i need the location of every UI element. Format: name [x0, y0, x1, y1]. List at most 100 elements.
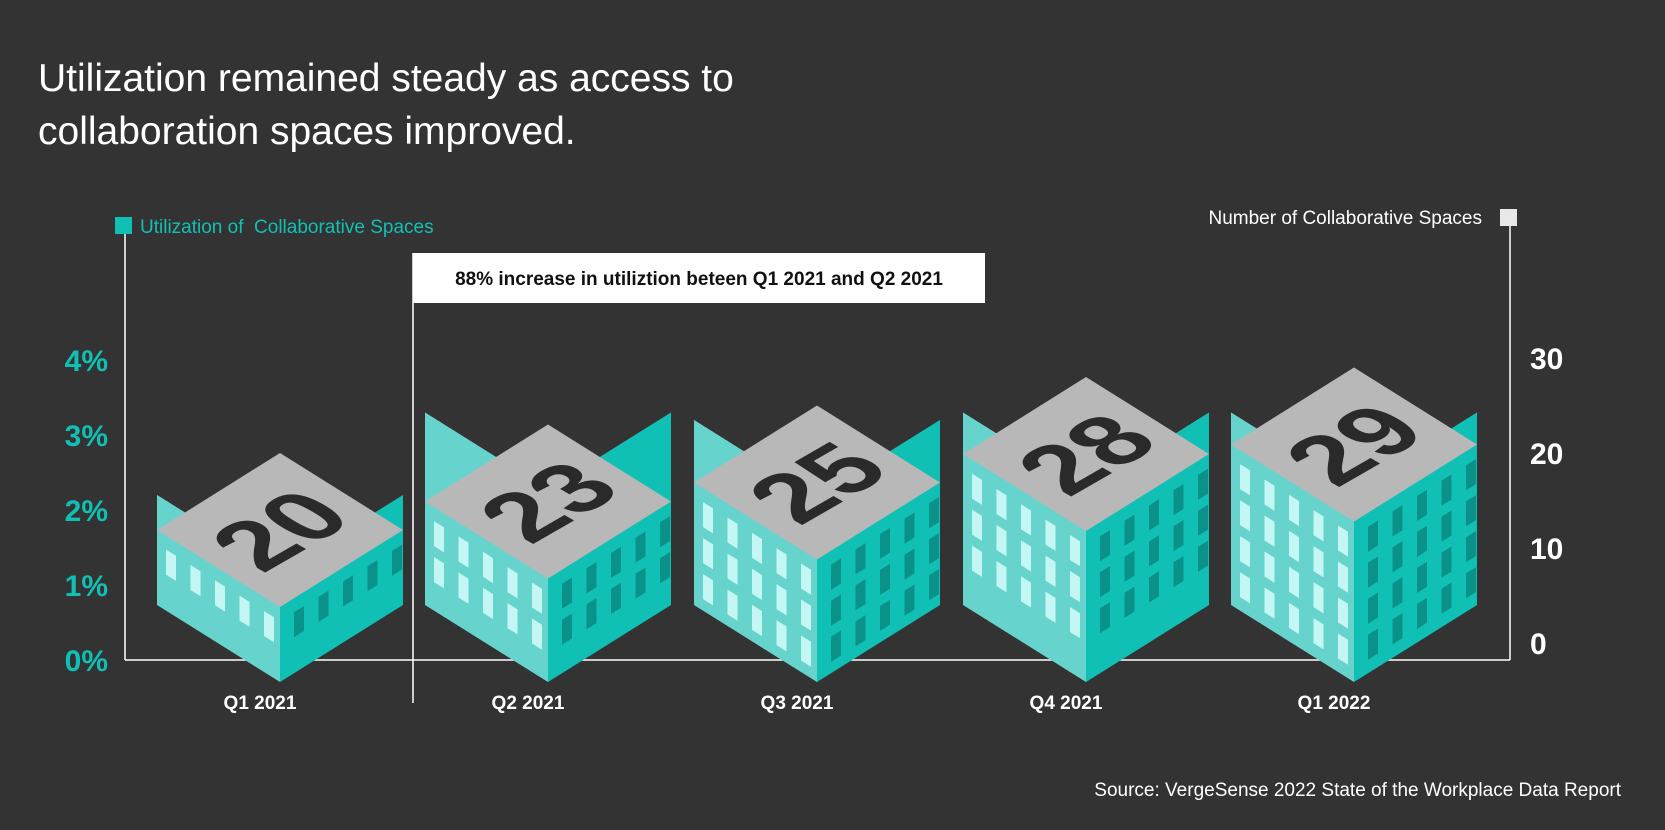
- legend-spaces-swatch: [1500, 209, 1517, 226]
- category-label: Q2 2021: [492, 693, 565, 714]
- building-window: [1021, 540, 1031, 572]
- building-window: [1392, 505, 1403, 537]
- building-window: [434, 557, 444, 589]
- building-window: [996, 524, 1007, 557]
- building-window: [972, 509, 982, 541]
- building-window: [727, 589, 738, 621]
- building-window: [1264, 479, 1275, 511]
- page-title: Utilization remained steady as access to…: [38, 57, 734, 153]
- building-window: [776, 548, 787, 580]
- building-window: [1338, 597, 1348, 629]
- building-window: [1368, 556, 1378, 588]
- left-axis-ticks: 0% 1% 2% 3% 4%: [65, 345, 108, 678]
- building-window: [367, 559, 378, 592]
- left-tick-label: 4%: [65, 345, 108, 378]
- building-window: [1070, 534, 1080, 567]
- building-roof: [694, 405, 940, 560]
- building-window: [532, 618, 542, 650]
- building-window: [1264, 515, 1275, 547]
- building-window: [1070, 570, 1080, 603]
- building-window: [1198, 540, 1208, 572]
- category-label: Q4 2021: [1030, 693, 1103, 714]
- legend-utilization-label: Utilization of Collaborative Spaces: [140, 217, 434, 238]
- right-axis-ticks: 0 10 20 30: [1530, 343, 1563, 661]
- category-labels: Q1 2021 Q2 2021 Q3 2021 Q4 2021 Q1 2022: [224, 693, 1371, 714]
- building-left-windows: [166, 549, 274, 643]
- building-left-windows: [434, 521, 542, 650]
- building-left-windows: [972, 473, 1080, 639]
- annotation-box: [413, 253, 985, 303]
- building-window: [752, 604, 762, 637]
- building-window: [904, 584, 915, 616]
- building-window: [904, 512, 915, 544]
- legend-spaces-label: Number of Collaborative Spaces: [1208, 208, 1482, 229]
- building: 20: [157, 453, 403, 682]
- building-window: [392, 544, 402, 576]
- building-window: [776, 584, 787, 616]
- buildings: 20 23 25 28 29: [157, 367, 1477, 682]
- building-roof: [425, 424, 671, 579]
- building-window: [1466, 531, 1476, 563]
- building-window: [703, 538, 713, 570]
- building-window: [483, 587, 493, 620]
- building-window: [855, 579, 866, 611]
- building-window: [1368, 628, 1378, 660]
- building-window: [1313, 582, 1324, 614]
- building-window: [1021, 576, 1031, 608]
- building-window: [1045, 519, 1056, 551]
- building-window: [831, 558, 841, 590]
- building-window: [855, 543, 866, 575]
- building-window: [1198, 504, 1208, 536]
- building-window: [1070, 606, 1080, 639]
- building-window: [1289, 602, 1299, 635]
- building-window: [1100, 601, 1110, 634]
- building-window: [1338, 525, 1348, 557]
- building-window: [1338, 561, 1348, 593]
- building-window: [1124, 586, 1135, 618]
- right-tick-label: 10: [1530, 533, 1563, 566]
- building-window: [1198, 468, 1208, 500]
- building-window: [727, 517, 738, 549]
- building-window: [507, 567, 518, 599]
- building-window: [1289, 494, 1299, 527]
- building-window: [855, 615, 866, 647]
- building-window: [1417, 561, 1427, 594]
- building-window: [1149, 499, 1159, 531]
- building-window: [703, 574, 713, 606]
- left-tick-label: 1%: [65, 570, 108, 603]
- building-window: [752, 568, 762, 601]
- building-window: [1441, 474, 1452, 506]
- building-window: [904, 548, 915, 580]
- building-window: [1173, 483, 1184, 516]
- right-tick-label: 20: [1530, 438, 1563, 471]
- building-window: [1240, 500, 1250, 532]
- building-window: [1313, 510, 1324, 542]
- building-window: [1149, 571, 1159, 603]
- building-window: [1441, 546, 1452, 578]
- building-roof: [963, 377, 1209, 531]
- building-window: [1417, 489, 1427, 522]
- building-window: [1466, 459, 1476, 491]
- building-window: [294, 605, 304, 638]
- building-window: [1173, 555, 1184, 588]
- right-tick-label: 0: [1530, 628, 1547, 661]
- source-note: Source: VergeSense 2022 State of the Wor…: [1094, 780, 1621, 801]
- building-window: [586, 598, 597, 630]
- building-window: [1240, 536, 1250, 568]
- building-window: [1264, 587, 1275, 619]
- building-window: [880, 599, 890, 632]
- building-window: [929, 569, 939, 601]
- building-window: [880, 563, 890, 596]
- building-window: [166, 549, 176, 581]
- building-window: [972, 473, 982, 505]
- building-window: [458, 536, 469, 568]
- building: 25: [694, 405, 940, 682]
- building-window: [996, 488, 1007, 521]
- building-window: [1417, 525, 1427, 558]
- building-right-windows: [294, 544, 402, 638]
- building-roof: [157, 453, 403, 607]
- building-window: [1045, 555, 1056, 587]
- building-window: [1338, 633, 1348, 665]
- building-window: [929, 533, 939, 565]
